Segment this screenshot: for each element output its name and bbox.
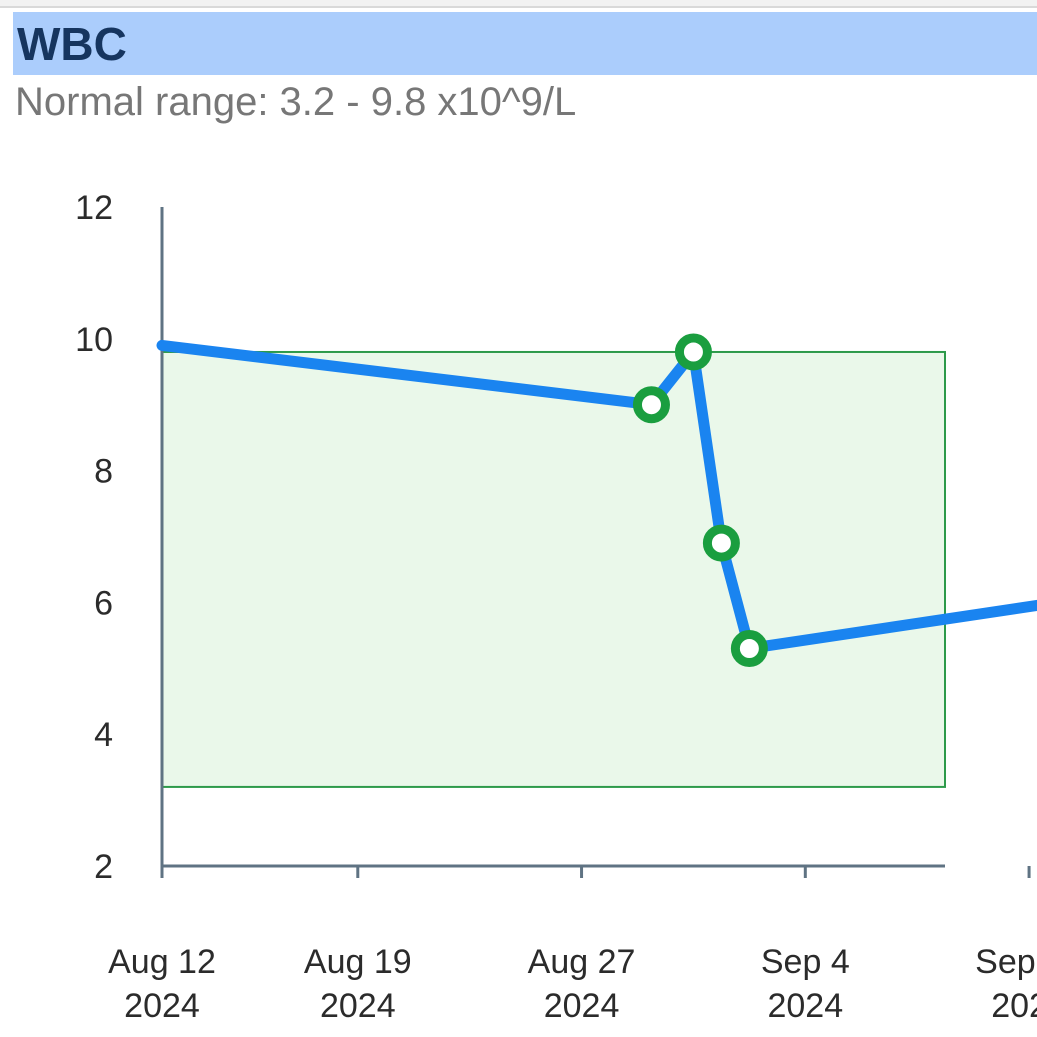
x-tick-label-year: 2024 <box>124 987 200 1025</box>
x-tick-label-year: 2024 <box>991 987 1037 1025</box>
data-point-marker <box>702 524 740 562</box>
x-tick-label-date: Aug 27 <box>528 943 636 981</box>
x-tick-label-date: Sep 12 <box>975 943 1037 981</box>
normal-range-subtitle: Normal range: 3.2 - 9.8 x10^9/L <box>15 80 577 124</box>
y-tick-label: 10 <box>75 321 113 359</box>
x-tick-label-date: Sep 4 <box>761 943 850 981</box>
normal-range-band <box>161 350 946 788</box>
wbc-series-line <box>156 339 1037 654</box>
y-tick-label: 4 <box>94 716 113 754</box>
chart-title: WBC <box>17 18 127 70</box>
x-tick-label-date: Aug 12 <box>108 943 216 981</box>
data-point-marker <box>632 386 670 424</box>
y-tick-label: 12 <box>75 189 113 227</box>
data-point-marker <box>730 630 768 668</box>
y-tick-label: 2 <box>94 848 113 886</box>
y-tick-label: 8 <box>94 453 113 491</box>
title-bar: WBC <box>13 12 1037 75</box>
window-top-border <box>0 0 1037 8</box>
y-tick-label: 6 <box>94 584 113 622</box>
x-tick-label-year: 2024 <box>320 987 396 1025</box>
data-point-marker <box>674 333 712 371</box>
x-tick-label-date: Aug 19 <box>304 943 412 981</box>
x-tick-label-year: 2024 <box>544 987 620 1025</box>
x-tick-label-year: 2024 <box>767 987 843 1025</box>
